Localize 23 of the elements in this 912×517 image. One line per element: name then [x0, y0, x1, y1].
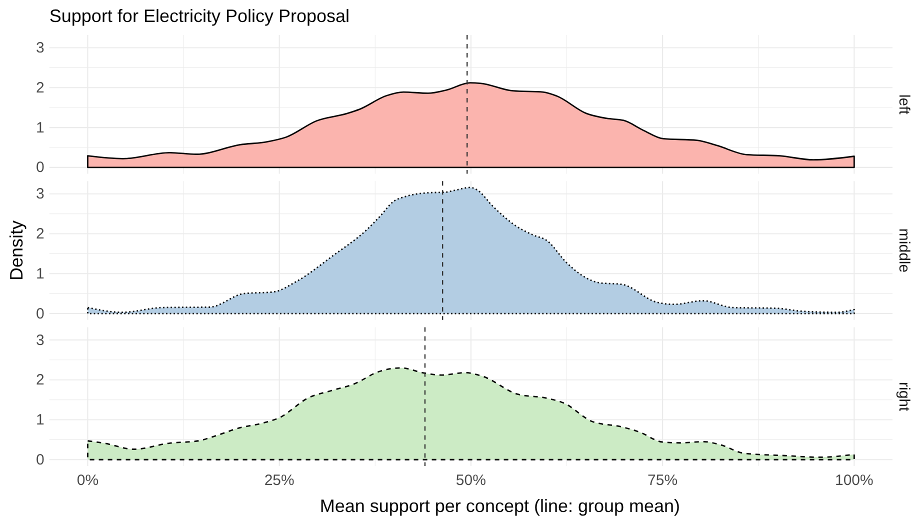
x-tick-label: 0%	[76, 472, 99, 490]
x-tick-label: 50%	[456, 472, 486, 490]
y-tick-label: 3	[36, 40, 44, 57]
x-axis-title: Mean support per concept (line: group mean)	[320, 496, 680, 516]
x-tick-label: 25%	[264, 472, 294, 490]
text: middle	[896, 228, 912, 273]
x-tick-label: 100%	[834, 472, 874, 490]
y-tick-label: 1	[36, 412, 44, 429]
text: left	[896, 94, 912, 116]
y-tick-label: 0	[36, 159, 44, 176]
y-tick-label: 3	[36, 332, 44, 349]
x-tick-label: 75%	[648, 472, 678, 490]
y-axis-title: Density	[6, 220, 26, 281]
text: right	[896, 382, 912, 412]
chart-title: Support for Electricity Policy Proposal	[49, 6, 350, 26]
y-tick-label: 3	[36, 186, 44, 203]
y-tick-label: 2	[36, 226, 44, 243]
y-tick-label: 2	[36, 372, 44, 389]
y-tick-label: 0	[36, 451, 44, 468]
y-tick-label: 1	[36, 265, 44, 282]
y-tick-label: 2	[36, 79, 44, 96]
y-tick-label: 0	[36, 305, 44, 322]
y-tick-label: 1	[36, 119, 44, 136]
